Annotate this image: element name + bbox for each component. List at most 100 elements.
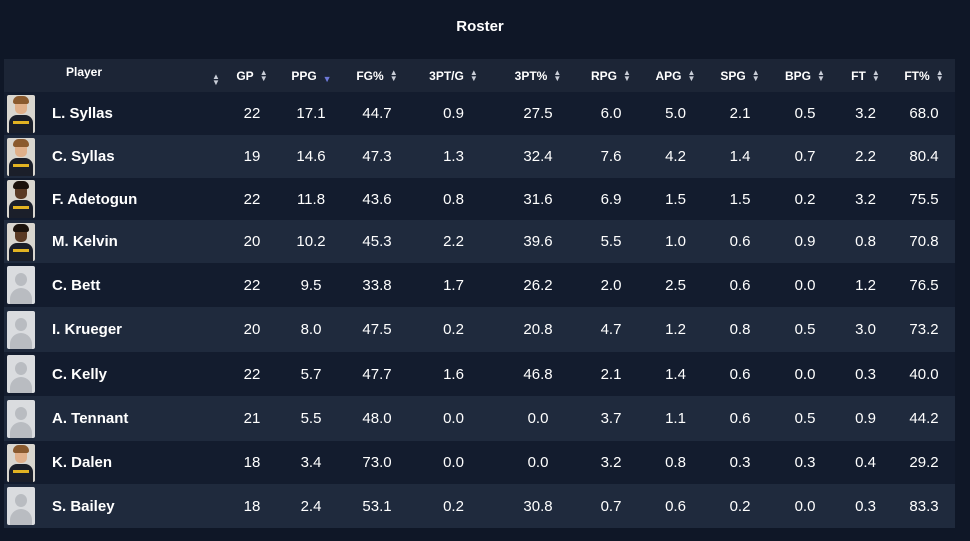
stat-cell-rpg: 7.6 [600,148,622,165]
table-row[interactable]: C. Kelly 22 5.7 47.7 1.6 46.8 2.1 1.4 0.6 0.0 0.3 4… [4,352,955,396]
player-photo [7,222,35,261]
stat-cell-fg-pct: 47.3 [362,148,392,165]
stat-cell-apg: 1.4 [665,365,686,383]
player-name[interactable]: C. Kelly [52,365,108,383]
table-row[interactable]: I. Krueger 20 8.0 47.5 0.2 20.8 4.7 1.2 0.8 0.5 3.… [4,307,955,352]
stat-cell-ft: 1.2 [855,276,876,294]
table-row[interactable]: A. Tennant 21 5.5 48.0 0.0 0.0 3.7 1.1 0.6 0.5 0.9… [4,396,955,441]
player-name[interactable]: F. Adetogun [52,190,138,208]
sort-desc-icon[interactable]: ▲▼ [322,74,332,85]
stat-cell-gp: 22 [243,105,261,122]
stat-cell-tp-pct: 46.8 [523,365,553,383]
table-row[interactable]: F. Adetogun 22 11.8 43.6 0.8 31.6 6.9 1.5 1.5 0.2… [4,178,955,220]
column-header-ppg[interactable]: PPG ▲▼ [278,59,344,92]
player-name[interactable]: I. Krueger [52,321,123,338]
stat-cell-ft-pct: 70.8 [909,233,939,250]
stat-cell-tp-pct: 0.0 [527,454,549,471]
stat-cell-fg-pct: 47.7 [362,365,392,383]
stat-cell-bpg: 0.2 [794,190,816,208]
stat-cell-spg: 0.8 [729,321,751,338]
stat-cell-apg: 2.5 [665,276,686,294]
stat-cell-tpg: 0.0 [443,454,464,471]
column-header-label: GP [236,68,254,83]
column-header-spg[interactable]: SPG ▲ ▼ [708,59,772,92]
stat-cell-rpg: 6.9 [600,190,622,208]
sort-icon[interactable]: ▲ ▼ [871,68,880,84]
column-header-rpg[interactable]: RPG ▲ ▼ [579,59,643,92]
player-name[interactable]: A. Tennant [52,410,129,427]
table-row[interactable]: S. Bailey 18 2.4 53.1 0.2 30.8 0.7 0.6 0.2 0.0 0.3… [4,484,955,528]
sort-icon[interactable]: ▲ ▼ [623,68,631,84]
stat-cell-bpg: 0.5 [794,410,816,427]
table-row[interactable]: L. Syllas 22 17.1 44.7 0.9 27.5 6.0 5.0 2.1 0.5 3.… [4,92,955,135]
stat-cell-ft-pct: 29.2 [909,454,939,471]
stat-cell-gp: 21 [243,410,261,427]
stat-cell-apg: 1.1 [665,410,686,427]
table-row[interactable]: M. Kelvin 20 10.2 45.3 2.2 39.6 5.5 1.0 0.6 0.9 0.… [4,220,955,263]
column-header-label: 3PT/G [429,68,464,83]
stat-cell-gp: 18 [243,454,261,471]
player-name[interactable]: L. Syllas [52,105,113,122]
sort-icon[interactable]: ▲ ▼ [687,68,696,84]
stat-cell-rpg: 0.7 [600,497,622,515]
player-name[interactable]: S. Bailey [52,497,115,515]
sort-icon[interactable]: ▲ ▼ [389,68,398,84]
stat-cell-bpg: 0.3 [794,454,816,471]
table-row[interactable]: C. Syllas 19 14.6 47.3 1.3 32.4 7.6 4.2 1.4 0.7 2.… [4,135,955,178]
column-header-bpg[interactable]: BPG ▲ ▼ [772,59,838,92]
sort-icon[interactable]: ▲ ▼ [259,68,268,84]
player-name[interactable]: M. Kelvin [52,233,118,250]
player-photo [7,137,35,176]
column-header-ft[interactable]: FT ▲ ▼ [838,59,893,92]
sort-icon[interactable]: ▲ ▼ [469,68,478,84]
stat-cell-ppg: 5.5 [300,410,322,427]
stat-cell-spg: 0.6 [729,233,751,250]
column-header-fg-pct[interactable]: FG% ▲ ▼ [344,59,410,92]
column-header-ft-pct[interactable]: FT% ▲ ▼ [893,59,955,92]
sort-icon[interactable]: ▲ ▼ [935,68,944,84]
stat-cell-rpg: 4.7 [600,321,622,338]
column-header-label: PPG [291,68,317,83]
stat-cell-gp: 22 [243,276,261,294]
table-row[interactable]: K. Dalen 18 3.4 73.0 0.0 0.0 3.2 0.8 0.3 0.3 0.4 29… [4,441,955,484]
avatar-placeholder-icon [7,355,35,393]
player-cell: C. Syllas [4,135,226,178]
stat-cell-ft: 3.2 [855,190,876,208]
stat-cell-bpg: 0.0 [794,497,816,515]
stat-cell-ppg: 3.4 [300,454,322,471]
player-name[interactable]: K. Dalen [52,454,113,471]
stat-cell-gp: 22 [243,365,261,383]
stat-cell-tpg: 1.3 [443,148,464,165]
player-name[interactable]: C. Bett [52,276,101,294]
stat-cell-fg-pct: 33.8 [362,276,392,294]
stat-cell-tp-pct: 20.8 [523,321,553,338]
stat-cell-apg: 0.6 [665,497,686,515]
column-header-3pt-pct[interactable]: 3PT% ▲ ▼ [497,59,579,92]
column-header-player[interactable]: Player ▲ ▼ [4,59,226,92]
player-cell: C. Kelly [4,352,226,396]
stat-cell-ft: 0.9 [855,410,876,427]
column-header-gp[interactable]: GP ▲ ▼ [226,59,278,92]
stat-cell-tpg: 0.2 [443,497,464,515]
sort-icon[interactable]: ▲ ▼ [212,72,220,87]
player-name[interactable]: C. Syllas [52,148,115,165]
player-cell: I. Krueger [4,307,226,352]
avatar-placeholder-icon [7,487,35,525]
stat-cell-ft: 3.2 [855,105,876,122]
stat-cell-ft: 0.8 [855,233,876,250]
sort-icon[interactable]: ▲ ▼ [553,68,562,84]
sort-icon[interactable]: ▲ ▼ [817,68,825,84]
stat-cell-ft: 2.2 [855,148,876,165]
sort-icon[interactable]: ▲ ▼ [751,68,760,84]
avatar-placeholder-icon [7,266,35,304]
column-header-3pt-per-g[interactable]: 3PT/G ▲ ▼ [410,59,497,92]
table-row[interactable]: C. Bett 22 9.5 33.8 1.7 26.2 2.0 2.5 0.6 0.0 1.2 76… [4,263,955,307]
column-header-apg[interactable]: APG ▲ ▼ [643,59,708,92]
stat-cell-ft: 0.3 [855,497,876,515]
stat-cell-tpg: 0.9 [443,105,464,122]
roster-table: Player ▲▼ GP ▲▼ PPG ▲▼ FG% ▲▼ 3PT/G ▲▼ 3PT% ▲▼ RPG ▲▼… [4,59,955,528]
stat-cell-spg: 0.6 [729,365,751,383]
column-header-label: RPG [590,68,617,83]
stat-cell-bpg: 0.9 [794,233,816,250]
stat-cell-tpg: 0.0 [443,410,464,427]
